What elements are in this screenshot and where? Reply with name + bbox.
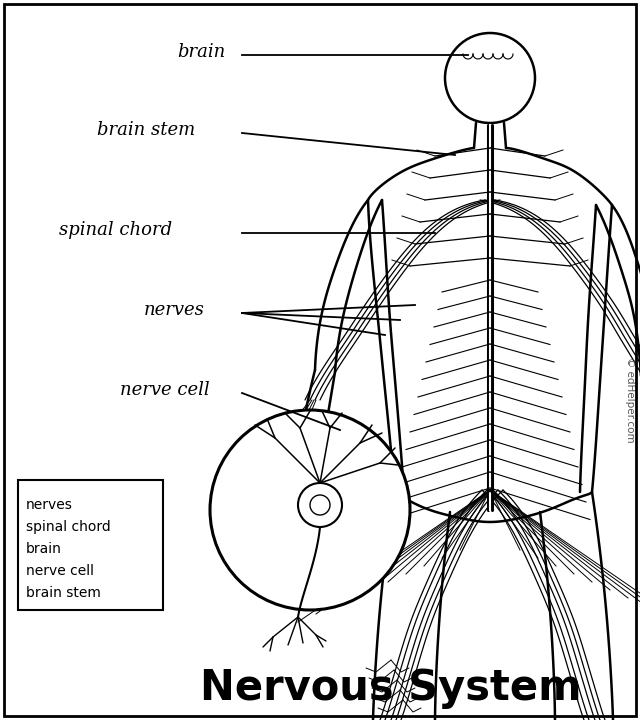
Text: nerves: nerves [144, 301, 205, 319]
Circle shape [210, 410, 410, 610]
Text: brain stem: brain stem [26, 586, 101, 600]
Bar [18, 480, 163, 610]
Text: brain: brain [26, 542, 62, 556]
Text: nerve cell: nerve cell [120, 381, 210, 399]
Text: spinal chord: spinal chord [26, 520, 111, 534]
Text: brain: brain [177, 43, 225, 61]
Text: brain stem: brain stem [97, 121, 195, 139]
Text: nerve cell: nerve cell [26, 564, 94, 578]
Text: Nervous System: Nervous System [200, 667, 582, 709]
Text: © edHelper.com: © edHelper.com [625, 357, 635, 443]
Text: nerves: nerves [26, 498, 73, 512]
Text: spinal chord: spinal chord [59, 221, 172, 239]
